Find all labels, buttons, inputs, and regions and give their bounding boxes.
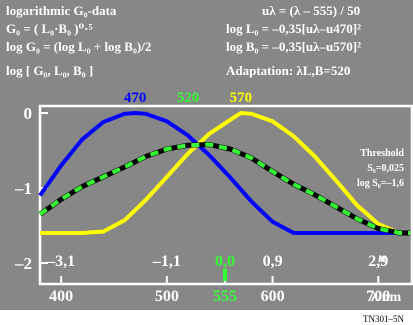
blue-curve — [38, 110, 410, 235]
u-zero-marker — [223, 269, 227, 281]
header-line1-left: logarithmic G₀-data — [6, 3, 117, 18]
y-axis: 0 –1 –2 — [14, 104, 48, 273]
y-tick-label: –2 — [14, 254, 32, 273]
threshold-s0: S₀=0,025 — [367, 163, 404, 174]
header-line2-left: G₀ = ( L₀·B₀ )⁰·⁵ — [6, 21, 93, 36]
threshold-title: Threshold — [360, 148, 404, 159]
header-line1-right: uλ = (λ – 555) / 50 — [262, 3, 360, 18]
header-line4-left: log [ G₀, L₀, B₀ ] — [6, 63, 93, 78]
peak-label: 570 — [230, 90, 253, 106]
header-line2-right: log L₀ = –0,35[uλ–u470]² — [226, 21, 361, 36]
series-group — [38, 110, 410, 236]
y-tick-label: –1 — [14, 179, 32, 198]
header-line4-right: Adaptation: λL,B=520 — [226, 63, 350, 78]
x-tick-label: 700 — [366, 288, 390, 305]
green-curve — [38, 142, 410, 235]
threshold-logs0: log S₀=–1,6 — [357, 178, 404, 189]
u-tick-label: –3,1 — [46, 253, 75, 270]
y-tick-label: 0 — [24, 104, 33, 123]
peak-labels: 470 520 570 — [124, 90, 252, 106]
u-axis-label: u — [378, 251, 386, 266]
x-tick-label: 500 — [155, 288, 179, 305]
peak-label: 520 — [177, 90, 200, 106]
u-tick-label: 0,9 — [263, 253, 283, 270]
x-tick-label: 600 — [261, 288, 285, 305]
x-axis-unit-label: λ/nm — [371, 290, 402, 305]
x-tick-label: 555 — [213, 288, 237, 305]
yellow-curve — [40, 110, 410, 235]
u-tick-label: 0,0 — [215, 253, 235, 270]
header-line3-left: log G₀ = (log L₀ + log B₀)/2 — [6, 39, 151, 54]
footer-background — [0, 310, 413, 325]
footer-code: TN301–5N — [363, 314, 404, 324]
peak-label: 470 — [124, 90, 147, 106]
u-tick-label: 2,9 — [368, 253, 388, 270]
u-tick-label: –1,1 — [152, 253, 181, 270]
x-tick-label: 400 — [49, 288, 73, 305]
header-line3-right: log B₀ = –0,35[uλ–u570]² — [226, 39, 361, 54]
